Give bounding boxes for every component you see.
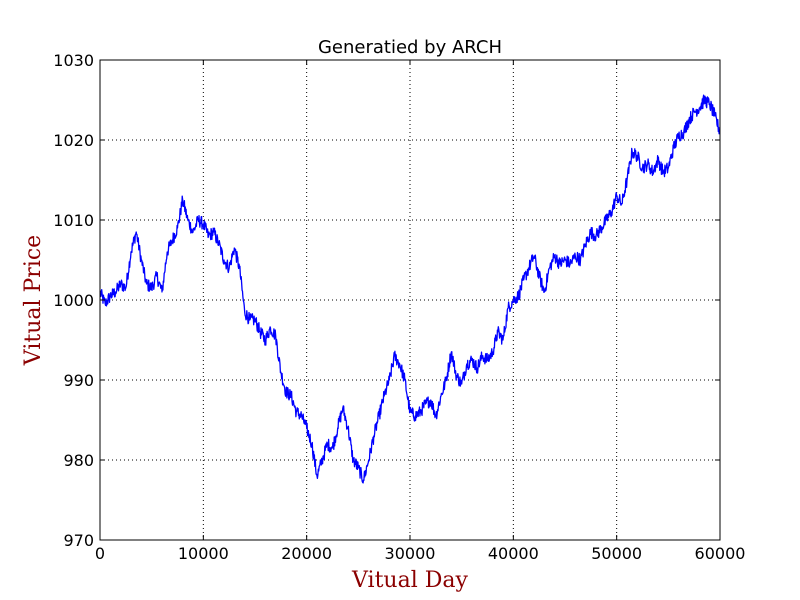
- y-tick-label: 980: [63, 451, 94, 470]
- y-tick-label: 970: [63, 531, 94, 550]
- y-axis-label: Vitual Price: [21, 235, 46, 366]
- series-layer: [99, 94, 721, 484]
- x-axis-label: Vitual Day: [351, 568, 468, 593]
- grid-lines: [100, 60, 720, 540]
- y-tick-label: 1020: [53, 131, 94, 150]
- chart-title: Generatied by ARCH: [318, 37, 502, 58]
- y-tick-label: 1030: [53, 51, 94, 70]
- x-tick-label: 30000: [385, 544, 436, 563]
- x-tick-label: 10000: [178, 544, 229, 563]
- tick-marks: [99, 59, 721, 541]
- x-tick-label: 40000: [488, 544, 539, 563]
- y-tick-label: 1000: [53, 291, 94, 310]
- x-tick-label: 0: [95, 544, 105, 563]
- series-line: [99, 94, 721, 484]
- y-tick-label: 1010: [53, 211, 94, 230]
- y-axis-tick-labels: 970 980 990 1000 1010 1020 1030: [53, 51, 94, 550]
- x-tick-label: 50000: [591, 544, 642, 563]
- x-tick-label: 60000: [695, 544, 746, 563]
- y-tick-label: 990: [63, 371, 94, 390]
- x-tick-label: 20000: [281, 544, 332, 563]
- x-axis-tick-labels: 0 10000 20000 30000 40000 50000 60000: [95, 544, 746, 563]
